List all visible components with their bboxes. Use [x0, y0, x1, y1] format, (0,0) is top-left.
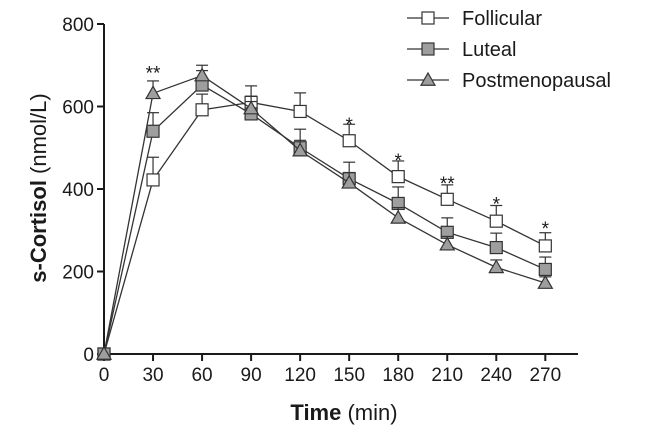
series-line [103, 101, 546, 355]
x-tick-label: 30 [142, 365, 163, 386]
x-tick-label: 210 [431, 365, 463, 386]
y-tick-label: 0 [83, 345, 94, 366]
legend-label: Postmenopausal [462, 70, 611, 92]
data-point [538, 262, 552, 277]
legend-label: Follicular [462, 8, 542, 30]
legend-marker [419, 71, 437, 86]
data-point [488, 259, 505, 274]
significance-annotation: ** [440, 174, 455, 195]
data-point [391, 170, 405, 184]
x-tick-label: 240 [480, 365, 512, 386]
data-point [341, 174, 358, 189]
data-point [146, 173, 160, 187]
y-tick-label: 400 [62, 180, 94, 201]
legend-marker [421, 11, 435, 25]
x-axis-title: Time (min) [290, 400, 397, 425]
axes: 0 200 400 600 800 0 30 60 90 120 150 180 210 240 270 [62, 15, 578, 386]
data-point [538, 239, 552, 253]
series-layer [95, 64, 554, 361]
data-point [194, 67, 211, 82]
legend: Follicular Luteal Postmenopausal [407, 8, 611, 92]
significance-annotation: * [345, 115, 353, 136]
significance-annotation: ** [146, 64, 161, 85]
legend-marker [421, 42, 435, 56]
legend-item-postmenopausal: Postmenopausal [407, 70, 611, 92]
data-point [146, 124, 160, 138]
data-point [292, 142, 309, 157]
legend-label: Luteal [462, 39, 517, 61]
data-point [195, 103, 209, 117]
legend-item-follicular: Follicular [407, 8, 542, 30]
legend-item-luteal: Luteal [407, 39, 517, 61]
series-line [103, 84, 546, 355]
x-tick-label: 270 [529, 365, 561, 386]
x-tick-label: 90 [241, 365, 262, 386]
x-tick-label: 0 [99, 365, 110, 386]
significance-annotation: * [395, 151, 403, 172]
series-postmenopausal [95, 64, 554, 360]
x-tick-label: 150 [333, 365, 365, 386]
data-point [537, 274, 554, 289]
y-axis-title: s-Cortisol (nmol/L) [26, 93, 51, 282]
data-point [95, 345, 113, 360]
significance-annotation: * [542, 219, 550, 240]
data-point [145, 85, 162, 100]
data-point [390, 209, 407, 224]
data-point [439, 236, 456, 251]
x-tick-label: 120 [284, 365, 316, 386]
significance-annotation: * [493, 195, 501, 216]
x-tick-label: 180 [382, 365, 414, 386]
annotations: ******** [146, 64, 550, 241]
y-tick-label: 200 [62, 263, 94, 284]
data-point [243, 100, 260, 115]
data-point [293, 104, 307, 119]
y-tick-label: 600 [62, 98, 94, 119]
data-point [342, 134, 356, 148]
series-line [103, 74, 546, 355]
y-tick-label: 800 [62, 15, 94, 36]
data-point [440, 192, 454, 206]
x-tick-label: 60 [191, 365, 212, 386]
data-point [489, 214, 503, 228]
series-follicular [97, 85, 552, 361]
data-point [489, 240, 503, 255]
